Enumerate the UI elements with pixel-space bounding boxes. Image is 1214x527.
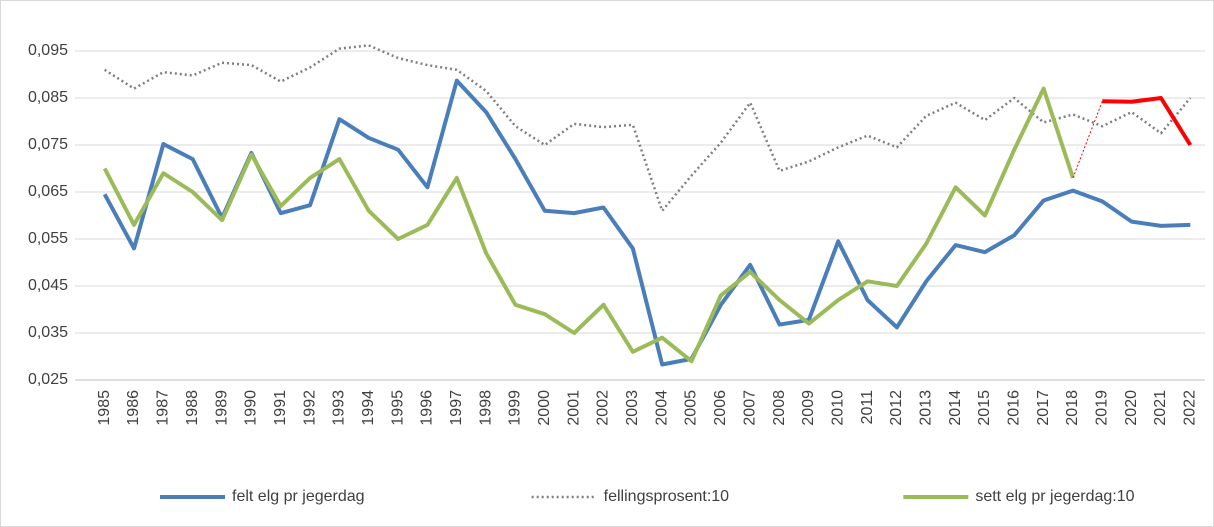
y-tick-label: 0,085 — [28, 89, 68, 106]
y-tick-label: 0,075 — [28, 136, 68, 153]
x-tick-label: 2001 — [565, 390, 582, 426]
legend-label: fellingsprosent:10 — [604, 488, 730, 505]
legend-label: felt elg pr jegerdag — [232, 488, 365, 505]
x-tick-label: 2020 — [1123, 390, 1140, 426]
x-tick-label: 1986 — [125, 390, 142, 426]
series-line — [102, 86, 1075, 364]
y-tick-label: 0,035 — [28, 324, 68, 341]
x-tick-label: 1987 — [155, 390, 172, 426]
x-tick-label: 1990 — [243, 390, 260, 426]
x-tick-label: 1995 — [389, 390, 406, 426]
x-tick-label: 1988 — [184, 390, 201, 426]
x-tick-label: 2008 — [771, 390, 788, 426]
x-tick-label: 2003 — [624, 390, 641, 426]
x-tick-label: 2018 — [1064, 390, 1081, 426]
series-line — [1102, 96, 1193, 147]
x-tick-label: 1992 — [301, 390, 318, 426]
x-tick-label: 2000 — [536, 390, 553, 426]
x-tick-label: 2013 — [917, 390, 934, 426]
x-tick-label: 2007 — [741, 390, 758, 426]
x-tick-label: 1997 — [448, 390, 465, 426]
x-tick-label: 1998 — [477, 390, 494, 426]
series-line — [102, 78, 1191, 367]
x-tick-label: 1991 — [272, 390, 289, 426]
x-tick-label: 2021 — [1152, 390, 1169, 426]
y-tick-label: 0,065 — [28, 183, 68, 200]
x-tick-label: 2010 — [829, 390, 846, 426]
y-tick-label: 0,055 — [28, 230, 68, 247]
x-tick-label: 2011 — [859, 390, 876, 425]
x-tick-label: 2002 — [595, 390, 612, 426]
y-tick-label: 0,095 — [28, 42, 68, 59]
x-tick-label: 2005 — [683, 390, 700, 426]
x-tick-label: 2022 — [1182, 390, 1199, 426]
x-tick-label: 1999 — [507, 390, 524, 426]
y-tick-label: 0,025 — [28, 371, 68, 388]
x-tick-label: 2015 — [976, 390, 993, 426]
series-line — [1072, 101, 1103, 179]
x-tick-label: 2016 — [1005, 390, 1022, 426]
x-tick-label: 1985 — [96, 390, 113, 426]
x-tick-label: 2017 — [1035, 390, 1052, 426]
x-tick-label: 1989 — [213, 390, 230, 426]
y-tick-label: 0,045 — [28, 277, 68, 294]
x-tick-label: 2004 — [653, 390, 670, 426]
x-tick-label: 1993 — [331, 390, 348, 426]
x-tick-label: 1994 — [360, 390, 377, 426]
x-tick-label: 2009 — [800, 390, 817, 426]
legend-label: sett elg pr jegerdag:10 — [975, 488, 1134, 505]
x-tick-label: 2012 — [888, 390, 905, 426]
x-tick-label: 2019 — [1094, 390, 1111, 426]
x-tick-label: 2014 — [947, 390, 964, 426]
x-tick-label: 2006 — [712, 390, 729, 426]
x-tick-label: 1996 — [419, 390, 436, 426]
